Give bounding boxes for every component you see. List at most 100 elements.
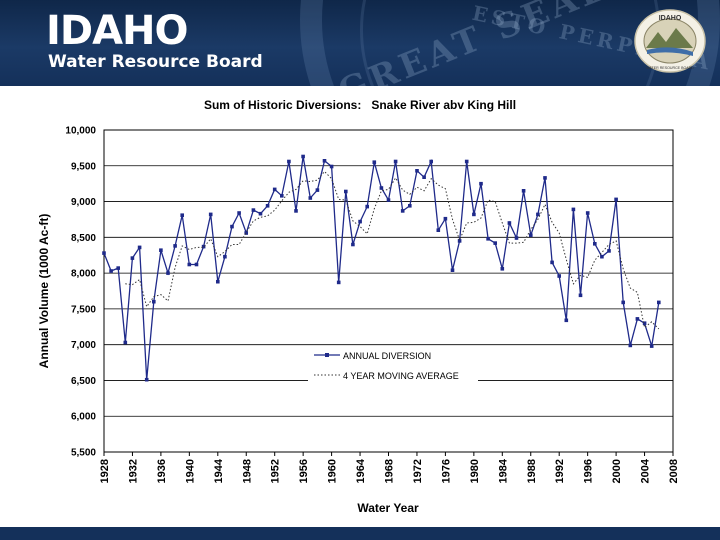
x-tick-label: 1928 — [99, 459, 111, 483]
data-point — [251, 208, 256, 212]
data-point — [329, 164, 334, 169]
data-point — [152, 299, 156, 304]
data-point — [386, 198, 391, 202]
data-point — [507, 221, 512, 225]
data-point — [180, 213, 184, 217]
data-point — [422, 175, 426, 179]
data-point — [607, 249, 611, 253]
plot-frame — [103, 129, 674, 453]
data-point — [472, 212, 476, 217]
data-point — [208, 212, 213, 217]
data-point — [415, 169, 419, 173]
series-line-moving-average — [125, 170, 660, 330]
data-point — [173, 244, 177, 248]
x-tick-label: 1964 — [355, 458, 367, 483]
y-tick-label: 6,000 — [71, 412, 96, 423]
y-tick-label: 9,000 — [71, 197, 96, 208]
data-point — [166, 271, 170, 275]
data-point — [457, 239, 462, 243]
data-point — [301, 154, 305, 159]
data-point — [635, 317, 640, 321]
data-point — [272, 187, 277, 192]
data-point — [159, 248, 163, 252]
board-seal-icon: IDAHO WATER RESOURCE BOARD — [634, 9, 706, 73]
data-point — [265, 204, 270, 208]
data-point — [585, 211, 590, 215]
data-point — [521, 189, 526, 193]
data-point — [187, 262, 192, 267]
legend-box — [308, 346, 478, 384]
data-point — [621, 300, 625, 305]
x-tick-label: 1940 — [184, 459, 196, 483]
data-point — [123, 340, 128, 345]
data-point — [600, 254, 604, 259]
data-point — [244, 231, 248, 235]
data-point — [543, 176, 547, 180]
data-point — [550, 260, 554, 265]
data-point — [400, 209, 405, 213]
y-tick-label: 7,000 — [71, 340, 96, 351]
y-tick-label: 9,500 — [71, 161, 96, 172]
data-point — [493, 241, 497, 245]
x-tick-label: 1932 — [127, 459, 139, 483]
data-point — [379, 186, 384, 190]
data-point — [593, 242, 597, 246]
data-point — [280, 194, 284, 198]
y-tick-label: 8,500 — [71, 233, 96, 244]
x-tick-label: 1980 — [469, 459, 481, 483]
y-axis-label: Annual Volume (1000 Ac-ft) — [37, 214, 51, 369]
data-point — [529, 233, 533, 237]
footer-bar — [0, 527, 720, 540]
data-point — [344, 189, 348, 194]
data-point — [358, 219, 362, 224]
x-tick-label: 2008 — [668, 459, 680, 483]
x-tick-label: 1988 — [526, 459, 538, 483]
data-point — [130, 256, 135, 260]
x-tick-label: 1936 — [156, 459, 168, 483]
data-point — [144, 377, 149, 382]
x-tick-label: 1968 — [384, 459, 396, 483]
data-point — [230, 224, 234, 229]
x-tick-label: 1952 — [270, 459, 282, 483]
x-tick-label: 1992 — [554, 459, 566, 483]
data-point — [308, 196, 313, 200]
series-group — [102, 154, 661, 382]
data-point — [578, 293, 583, 298]
data-point — [649, 344, 654, 348]
mini-seal-bottom-text: WATER RESOURCE BOARD — [646, 66, 694, 70]
seal-watermark — [300, 0, 720, 86]
data-point — [201, 244, 206, 249]
data-point — [514, 236, 519, 240]
chart-title: Sum of Historic Diversions: Snake River … — [203, 98, 517, 112]
legend: ANNUAL DIVERSION 4 YEAR MOVING AVERAGE — [308, 346, 478, 384]
data-point — [258, 211, 263, 216]
data-point — [450, 268, 455, 272]
data-point — [500, 267, 505, 271]
data-point — [479, 181, 483, 186]
chart-canvas: 5,500 6,000 6,500 7,000 7,500 8,000 8,500 9,000… — [37, 126, 680, 516]
data-point — [116, 266, 120, 270]
mini-seal-top-text: IDAHO — [659, 15, 682, 22]
legend-marker-annual — [325, 353, 329, 357]
data-point — [336, 280, 341, 285]
data-point — [237, 211, 241, 215]
logo-subtitle: Water Resource Board — [48, 52, 263, 72]
x-tick-label: 1976 — [440, 459, 452, 483]
data-point — [642, 321, 647, 325]
y-axis-ticks: 5,500 6,000 6,500 7,000 7,500 8,000 8,500 9,000… — [65, 126, 96, 459]
x-axis-ticks: 1928 1932 1936 1940 1944 1948 1952 1956 1960 1964… — [99, 452, 680, 483]
data-point — [315, 188, 320, 192]
header-banner: GREAT SEAL ESTO PERPETUA IDAHO Water Res… — [0, 0, 720, 86]
y-tick-label: 5,500 — [71, 448, 96, 459]
data-point — [408, 204, 412, 208]
data-point — [486, 237, 490, 241]
data-point — [351, 242, 355, 247]
data-point — [443, 216, 448, 221]
data-point — [571, 207, 576, 212]
x-tick-label: 2004 — [640, 458, 652, 483]
logo-title: IDAHO — [46, 8, 189, 54]
data-point — [557, 274, 561, 278]
x-tick-label: 2000 — [611, 459, 623, 483]
data-point — [287, 159, 291, 164]
data-point — [393, 159, 398, 164]
